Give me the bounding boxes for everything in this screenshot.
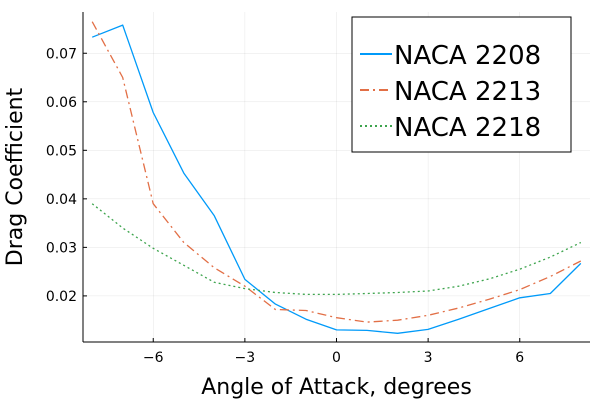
legend-label-1: NACA 2208 [394, 41, 541, 71]
x-tick-label: 0 [332, 350, 341, 366]
legend-box [351, 16, 572, 153]
series-layer [91, 21, 582, 334]
y-tick-label: 0.04 [46, 192, 77, 208]
series-line-2 [91, 21, 582, 323]
x-axis-title: Angle of Attack, degrees [201, 375, 472, 400]
series-line-1 [91, 24, 582, 334]
x-tick-label: −3 [235, 350, 256, 366]
x-tick-label: −6 [143, 350, 164, 366]
y-tick-label: 0.05 [46, 143, 77, 159]
y-tick-label: 0.02 [46, 289, 77, 305]
y-tick-label: 0.06 [46, 95, 77, 111]
y-tick-label: 0.03 [46, 240, 77, 256]
legend: NACA 2208 NACA 2213 NACA 2218 [351, 16, 572, 153]
x-tick-label: 3 [424, 350, 433, 366]
y-tick-label: 0.07 [46, 46, 77, 62]
legend-label-3: NACA 2218 [394, 113, 541, 143]
y-axis-title: Drag Coefficient [3, 87, 28, 266]
x-tick-label: 6 [515, 350, 524, 366]
ticks: −6 −3 0 3 6 0.02 0.03 0.04 0.05 0.06 0.07 [46, 46, 524, 366]
legend-label-2: NACA 2213 [394, 77, 541, 107]
